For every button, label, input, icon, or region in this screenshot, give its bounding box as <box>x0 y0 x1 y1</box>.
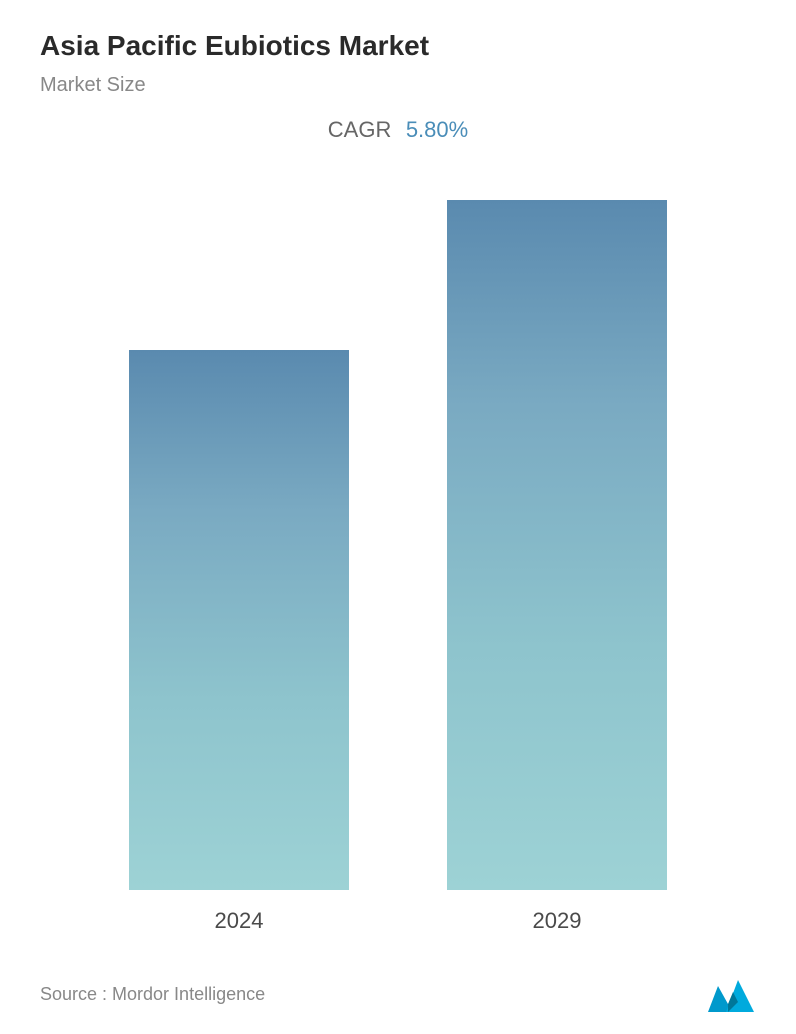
bar-label-0: 2024 <box>215 908 264 934</box>
source-text: Source : Mordor Intelligence <box>40 984 265 1005</box>
cagr-value: 5.80% <box>406 117 468 142</box>
bar-label-1: 2029 <box>533 908 582 934</box>
chart-subtitle: Market Size <box>40 74 756 97</box>
bar-group-0: 2024 <box>129 350 349 934</box>
bar-group-1: 2029 <box>447 200 667 934</box>
bar-0 <box>129 350 349 890</box>
chart-container: Asia Pacific Eubiotics Market Market Siz… <box>0 0 796 1034</box>
cagr-row: CAGR 5.80% <box>40 117 756 143</box>
logo-icon <box>706 974 756 1014</box>
chart-title: Asia Pacific Eubiotics Market <box>40 30 756 62</box>
chart-area: 2024 2029 <box>40 193 756 954</box>
bar-1 <box>447 200 667 890</box>
cagr-label: CAGR <box>328 117 392 142</box>
footer: Source : Mordor Intelligence <box>40 954 756 1014</box>
